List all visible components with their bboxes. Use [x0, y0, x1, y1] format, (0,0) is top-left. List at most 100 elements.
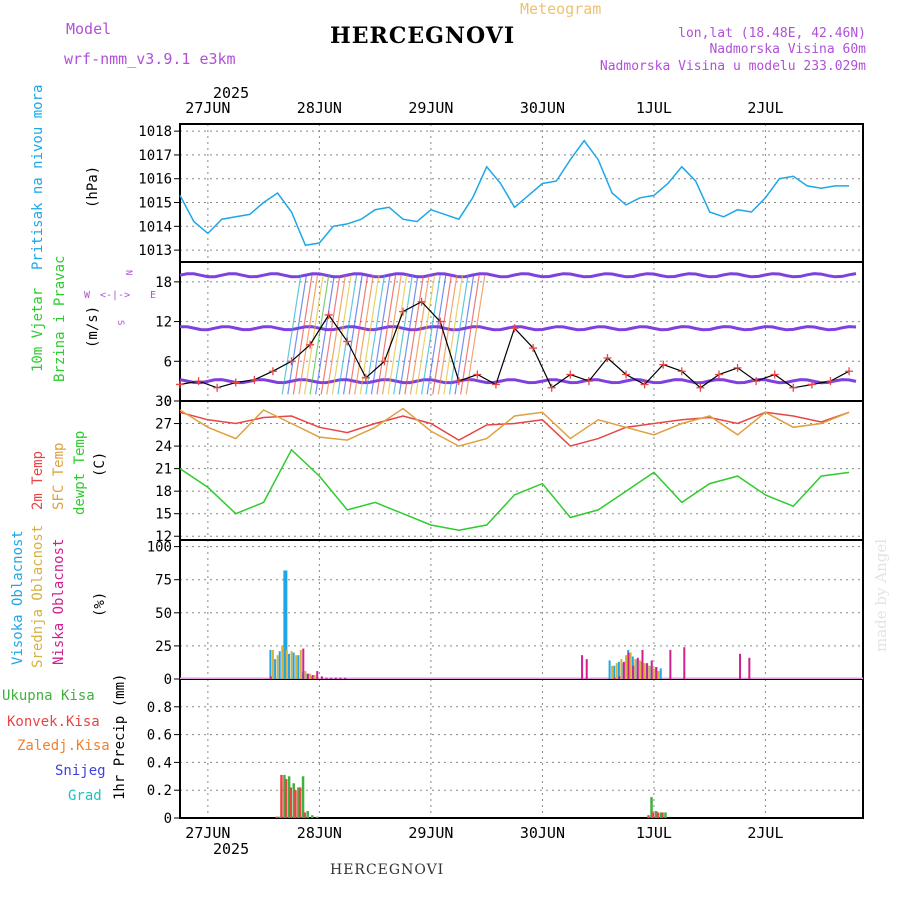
- compass-n: N: [123, 270, 133, 275]
- cloud-bar: [313, 675, 316, 679]
- cloud-bar: [306, 673, 309, 679]
- cloud-bar: [643, 663, 646, 679]
- wind-barb: [426, 275, 447, 395]
- temp-line-2: [179, 448, 850, 531]
- wind-gust-mark: [268, 367, 277, 376]
- y-tick-label: 27: [155, 417, 172, 433]
- precip-bar: [275, 816, 279, 818]
- cloud-bar: [271, 649, 274, 679]
- y-tick-label: 0: [164, 394, 172, 410]
- wind-barb: [387, 275, 408, 395]
- precip-bar: [311, 815, 314, 818]
- y-tick-label: 21: [155, 462, 172, 478]
- wind-gust-mark: [529, 344, 538, 353]
- x-label-bottom: 1JUL: [636, 824, 672, 842]
- precip-label-2: Konvek.Kisa: [7, 714, 100, 730]
- wind-barb: [460, 275, 480, 395]
- cloud-bar: [648, 665, 651, 679]
- cloud-bar: [669, 649, 672, 679]
- cloud-ylabel-2: Srednja Oblacnost: [30, 525, 46, 668]
- wind-gust-mark: [696, 383, 705, 392]
- cloud-bar: [618, 676, 621, 679]
- wind-gust-mark: [343, 337, 352, 346]
- wind-barb: [432, 275, 452, 395]
- precip-bar: [650, 797, 653, 818]
- wind-gust-mark: [584, 377, 593, 386]
- wind-barb: [421, 275, 441, 395]
- y-tick-label: 18: [155, 484, 172, 500]
- cloud-bar: [339, 677, 342, 679]
- wind-barb: [376, 275, 397, 395]
- compass-s: S: [115, 320, 125, 325]
- precip-label-5: Grad: [68, 788, 102, 804]
- cloud-bar: [748, 657, 751, 679]
- cloud-bar: [325, 677, 328, 679]
- y-tick-label: 30: [155, 394, 172, 410]
- precip-unit: 1hr Precip (mm): [112, 674, 128, 800]
- x-label-top: 30JUN: [520, 99, 565, 117]
- precip-bar: [659, 812, 663, 818]
- wind-gust-mark: [566, 370, 575, 379]
- temp-unit: (C): [92, 452, 108, 477]
- temp-ylabel-1: 2m Temp: [30, 451, 46, 510]
- cloud-bar: [285, 649, 288, 679]
- x-label-bottom: 27JUN: [185, 824, 230, 842]
- y-tick-label: 25: [155, 639, 172, 655]
- cloud-bar: [636, 657, 639, 679]
- y-tick-label: 50: [155, 606, 172, 622]
- page-title: HERCEGNOVI: [330, 23, 515, 49]
- pressure-ylabel: Pritisak na nivou mora: [30, 85, 46, 270]
- footer-title: HERCEGNOVI: [330, 862, 444, 878]
- wind-barb: [309, 275, 330, 395]
- y-tick-label: 75: [155, 573, 172, 589]
- cloud-bar: [627, 652, 630, 679]
- cloud-bar: [629, 652, 632, 679]
- cloud-bar: [276, 655, 279, 679]
- y-tick-label: 1016: [138, 172, 172, 188]
- wind-gust-mark: [361, 373, 370, 382]
- precip-bar: [661, 812, 664, 818]
- cloud-bar: [309, 673, 312, 679]
- wind-barb: [298, 275, 319, 395]
- cloud-bar: [302, 648, 305, 679]
- wind-speed-line: [179, 300, 850, 389]
- cloud-bar: [269, 649, 272, 679]
- wind-gust-mark: [807, 380, 816, 389]
- cloud-bar: [683, 647, 686, 679]
- x-label-bottom: 30JUN: [520, 824, 565, 842]
- pressure-unit: (hPa): [85, 166, 101, 208]
- wind-barb: [443, 275, 464, 395]
- y-tick-label: 0: [164, 672, 172, 688]
- wind-barb: [398, 275, 419, 395]
- cloud-bar: [316, 671, 319, 679]
- y-tick-label: 12: [155, 315, 172, 331]
- x-label-top: 27JUN: [185, 99, 230, 117]
- precip-bar: [297, 787, 300, 818]
- y-tick-label: 1017: [138, 148, 172, 164]
- wind-barb: [348, 275, 369, 395]
- wind-gust-mark: [733, 363, 742, 372]
- model-elevation-label: Nadmorska Visina u modelu 233.029m: [600, 59, 866, 74]
- wind-gust-mark: [250, 375, 259, 384]
- wind-gust-mark: [491, 380, 500, 389]
- y-tick-label: 15: [155, 507, 172, 523]
- wind-gust-mark: [770, 370, 779, 379]
- wind-barb: [287, 275, 307, 395]
- cloud-bar: [581, 655, 584, 679]
- cloud-unit: (%): [92, 592, 108, 617]
- wind-barb: [393, 275, 413, 395]
- wind-barb: [404, 275, 425, 395]
- cloud-bar: [585, 659, 588, 679]
- precip-bar: [278, 816, 282, 818]
- y-tick-label: 1014: [138, 219, 172, 235]
- precip-bar: [280, 774, 283, 818]
- compass-w: W: [84, 290, 91, 301]
- cloud-bar: [281, 645, 284, 679]
- precip-bar: [298, 787, 302, 818]
- cloud-bar: [634, 659, 637, 679]
- x-label-bottom: 2JUL: [747, 824, 783, 842]
- wind-barb: [303, 275, 324, 395]
- wind-gust-mark: [622, 370, 631, 379]
- panel-frame: [179, 123, 864, 263]
